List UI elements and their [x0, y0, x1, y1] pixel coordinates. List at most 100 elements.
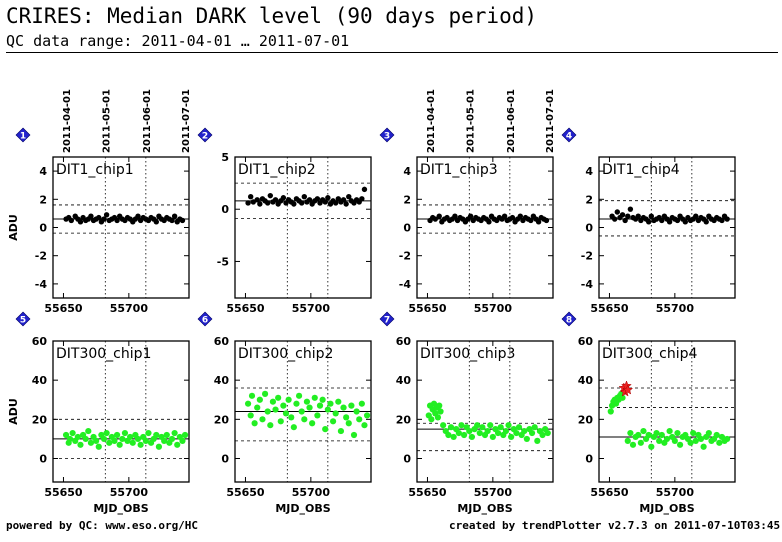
data-point [611, 216, 618, 222]
data-point [487, 422, 494, 429]
data-point [479, 424, 486, 431]
data-point [306, 197, 313, 203]
data-point [447, 424, 455, 431]
y-tick-label: 20 [578, 413, 594, 426]
y-tick-label: 0 [39, 453, 47, 466]
y-axis-label: ADU [7, 214, 20, 241]
y-tick-label: 2 [39, 193, 47, 206]
y-tick-label: 0 [403, 222, 411, 235]
data-point [267, 192, 274, 199]
data-point [716, 439, 723, 446]
data-point [648, 443, 655, 450]
data-point [458, 422, 465, 429]
data-point [324, 406, 331, 413]
plot-frame [52, 340, 190, 483]
x-tick-label: 55700 [292, 302, 331, 315]
panel-index-label: 3 [384, 132, 390, 142]
data-point [502, 427, 510, 435]
plot-frame [234, 156, 372, 299]
data-point [690, 429, 697, 437]
data-point [476, 429, 483, 437]
data-point [343, 201, 349, 207]
data-point [350, 431, 358, 439]
data-point [687, 439, 694, 446]
footer-generator: created by trendPlotter v2.7.3 on 2011-0… [449, 519, 782, 532]
data-point [135, 213, 141, 219]
data-point [174, 441, 181, 448]
data-point [257, 201, 263, 207]
data-point [179, 217, 186, 224]
x-tick-label: 55650 [590, 486, 629, 499]
date-tick-label: 2011-04-01 [426, 89, 437, 153]
data-point [656, 437, 663, 444]
data-point [88, 213, 94, 219]
data-point [267, 422, 274, 429]
x-tick-label: 55700 [474, 302, 513, 315]
panel-index-marker [15, 127, 31, 143]
data-point [309, 420, 316, 427]
panel-index-marker [197, 311, 213, 327]
data-point [343, 414, 350, 421]
data-point [497, 424, 504, 431]
panel-index-marker [379, 311, 395, 327]
data-point [645, 431, 652, 439]
y-tick-label: -2 [399, 250, 411, 263]
panel-label: DIT1_chip3 [420, 162, 498, 178]
data-point [298, 408, 305, 415]
x-tick-label: 55700 [474, 486, 513, 499]
data-point [95, 443, 102, 450]
data-point [619, 394, 626, 401]
y-tick-label: 20 [396, 413, 412, 426]
data-point [455, 429, 462, 437]
data-point [332, 410, 339, 417]
data-point [298, 200, 305, 206]
data-point [181, 431, 189, 439]
data-point [247, 193, 254, 200]
x-axis-label: MJD_OBS [639, 502, 694, 515]
y-tick-label: 0 [403, 453, 411, 466]
data-point [277, 418, 284, 425]
data-point [93, 437, 100, 444]
x-tick-label: 55650 [226, 302, 265, 315]
date-tick-label: 2011-05-01 [101, 89, 112, 153]
data-point [327, 400, 334, 407]
y-tick-label: -4 [399, 278, 412, 291]
panel-index-label: 5 [20, 316, 26, 326]
plot-panel-2: -5 0 5 55650 55700 DIT1_chip2 2 [197, 127, 372, 315]
x-tick-label: 55700 [110, 486, 149, 499]
data-point [103, 212, 110, 218]
data-point [77, 441, 84, 448]
data-point [101, 216, 107, 222]
data-point [280, 402, 287, 409]
x-tick-label: 55700 [292, 486, 331, 499]
panel-label: DIT300_chip2 [238, 346, 333, 362]
y-tick-label: 20 [32, 413, 48, 426]
data-point [676, 441, 684, 448]
data-point [635, 213, 641, 219]
data-point [179, 437, 186, 444]
data-point [301, 193, 308, 200]
y-tick-label: 0 [585, 222, 593, 235]
x-axis-label: MJD_OBS [275, 502, 330, 515]
data-point [261, 390, 269, 397]
y-tick-label: -2 [581, 250, 593, 263]
data-point [62, 431, 70, 439]
data-point [69, 429, 76, 437]
y-tick-label: -4 [35, 278, 48, 291]
x-tick-label: 55700 [656, 486, 695, 499]
data-point [356, 416, 363, 423]
panel-index-label: 1 [20, 132, 26, 142]
y-axis-label: ADU [7, 398, 20, 425]
data-point [663, 435, 671, 443]
plot-frame [598, 156, 736, 299]
data-point [629, 441, 637, 448]
data-point [251, 420, 258, 427]
data-point [625, 213, 631, 219]
y-tick-label: 0 [39, 222, 47, 235]
data-point [515, 424, 523, 431]
data-point [291, 201, 297, 207]
x-tick-label: 55650 [44, 486, 83, 499]
data-point [539, 431, 546, 439]
data-point [66, 435, 74, 443]
